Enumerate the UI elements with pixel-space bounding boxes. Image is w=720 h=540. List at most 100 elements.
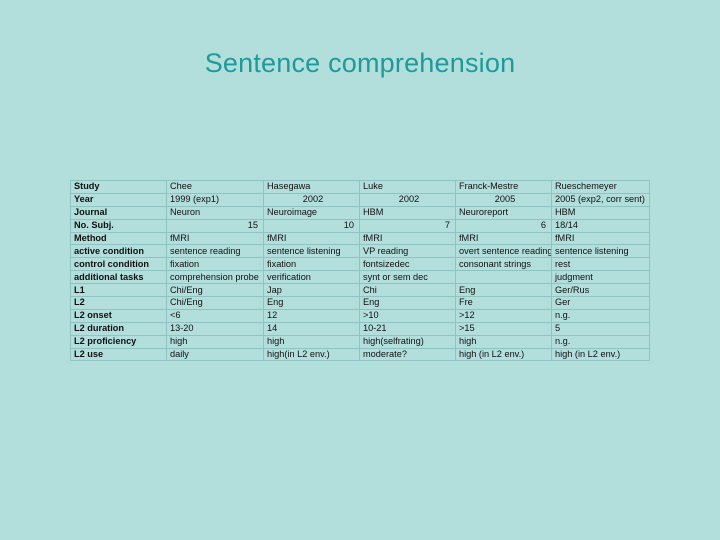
table-cell: 18/14 [551, 218, 650, 233]
table-cell: Neuroimage [263, 205, 360, 220]
table-cell: 2002 [359, 192, 456, 207]
table-cell: Luke [359, 180, 456, 194]
table-row: Study Chee Hasegawa Luke Franck-Mestre Ruesch… [70, 180, 650, 194]
table-cell: 5 [551, 321, 650, 336]
table-cell: VP reading [359, 244, 456, 259]
table-row: L2 proficiency high high high(selfrating) hi… [70, 334, 650, 349]
table-cell: high (in L2 env.) [551, 347, 650, 362]
table-cell: fixation [263, 257, 360, 272]
table-cell: 14 [263, 321, 360, 336]
table-cell: fixation [166, 257, 264, 272]
table-cell: 2005 [455, 192, 552, 207]
table-row: L2 use daily high(in L2 env.) moderate? high… [70, 347, 650, 362]
table-cell: >15 [455, 321, 552, 336]
table-cell: high [263, 334, 360, 349]
table-cell: Fre [455, 296, 552, 310]
table-cell: fMRI [359, 231, 456, 246]
table-row: L2 duration 13-20 14 10-21 >15 5 [70, 321, 650, 336]
table-cell: sentence listening [551, 244, 650, 259]
table-cell: Ger [551, 296, 650, 310]
table-cell: fMRI [263, 231, 360, 246]
table-row: Method fMRI fMRI fMRI fMRI fMRI [70, 231, 650, 246]
table-cell: HBM [359, 205, 456, 220]
table-cell: daily [166, 347, 264, 362]
table-cell: rest [551, 257, 650, 272]
table-cell: Chi [359, 283, 456, 298]
table-cell: HBM [551, 205, 650, 220]
table-cell: consonant strings [455, 257, 552, 272]
row-label: Method [70, 231, 167, 246]
row-label: control condition [70, 257, 167, 272]
table-cell: sentence listening [263, 244, 360, 259]
table-cell: 7 [359, 218, 456, 233]
table-cell: 15 [166, 218, 264, 233]
row-label: L2 [70, 296, 167, 310]
table-row: No. Subj. 15 10 7 6 18/14 [70, 218, 650, 233]
table-cell [455, 270, 552, 285]
table-cell: comprehension probe [166, 270, 264, 285]
table-row: L2 onset <6 12 >10 >12 n.g. [70, 308, 650, 323]
table-cell: Eng [359, 296, 456, 310]
table-cell: Neuroreport [455, 205, 552, 220]
table-cell: Jap [263, 283, 360, 298]
table-cell: Chi/Eng [166, 296, 264, 310]
table-cell: <6 [166, 308, 264, 323]
table-cell: 10 [263, 218, 360, 233]
table-cell: 13-20 [166, 321, 264, 336]
table-cell: 10-21 [359, 321, 456, 336]
row-label: L2 proficiency [70, 334, 167, 349]
table-row: Year 1999 (exp1) 2002 2002 2005 2005 (exp2, c… [70, 192, 650, 207]
table-cell: fMRI [166, 231, 264, 246]
row-label: L2 duration [70, 321, 167, 336]
table-cell: high [166, 334, 264, 349]
table-cell: Eng [263, 296, 360, 310]
table-cell: Rueschemeyer [551, 180, 650, 194]
table-cell: sentence reading [166, 244, 264, 259]
table-cell: fMRI [455, 231, 552, 246]
table-cell: n.g. [551, 334, 650, 349]
table-row: L2 Chi/Eng Eng Eng Fre Ger [70, 296, 650, 310]
table-cell: 2002 [263, 192, 360, 207]
table-cell: n.g. [551, 308, 650, 323]
table-row: Journal Neuron Neuroimage HBM Neuroreport HBM [70, 205, 650, 220]
table-cell: 6 [455, 218, 552, 233]
table-cell: moderate? [359, 347, 456, 362]
table-cell: >10 [359, 308, 456, 323]
table-cell: Ger/Rus [551, 283, 650, 298]
table-cell: judgment [551, 270, 650, 285]
table-row: additional tasks comprehension probe verif… [70, 270, 650, 285]
table-cell: 1999 (exp1) [166, 192, 264, 207]
table-cell: fontsizedec [359, 257, 456, 272]
table-cell: Hasegawa [263, 180, 360, 194]
table-cell: Eng [455, 283, 552, 298]
table-cell: verification [263, 270, 360, 285]
table-cell: Chee [166, 180, 264, 194]
row-label: L1 [70, 283, 167, 298]
table-cell: 2005 (exp2, corr sent) [551, 192, 650, 207]
table-cell: >12 [455, 308, 552, 323]
table-cell: synt or sem dec [359, 270, 456, 285]
table-cell: Neuron [166, 205, 264, 220]
slide-title: Sentence comprehension [204, 48, 516, 78]
row-label: Journal [70, 205, 167, 220]
table-cell: fMRI [551, 231, 650, 246]
table-row: L1 Chi/Eng Jap Chi Eng Ger/Rus [70, 283, 650, 298]
study-comparison-table: Study Chee Hasegawa Luke Franck-Mestre Ruesch… [70, 180, 650, 362]
table-cell: high(in L2 env.) [263, 347, 360, 362]
table-cell: high (in L2 env.) [455, 347, 552, 362]
row-label: L2 use [70, 347, 167, 362]
row-label: No. Subj. [70, 218, 167, 233]
table-cell: high(selfrating) [359, 334, 456, 349]
table-row: active condition sentence reading sentence… [70, 244, 650, 259]
row-label: L2 onset [70, 308, 167, 323]
table-cell: Franck-Mestre [455, 180, 552, 194]
table-cell: 12 [263, 308, 360, 323]
table-row: control condition fixation fixation fontsiz… [70, 257, 650, 272]
table-cell: overt sentence reading [455, 244, 552, 259]
row-label: active condition [70, 244, 167, 259]
row-label: additional tasks [70, 270, 167, 285]
table-cell: Chi/Eng [166, 283, 264, 298]
row-label: Study [70, 180, 167, 194]
row-label: Year [70, 192, 167, 207]
table-cell: high [455, 334, 552, 349]
